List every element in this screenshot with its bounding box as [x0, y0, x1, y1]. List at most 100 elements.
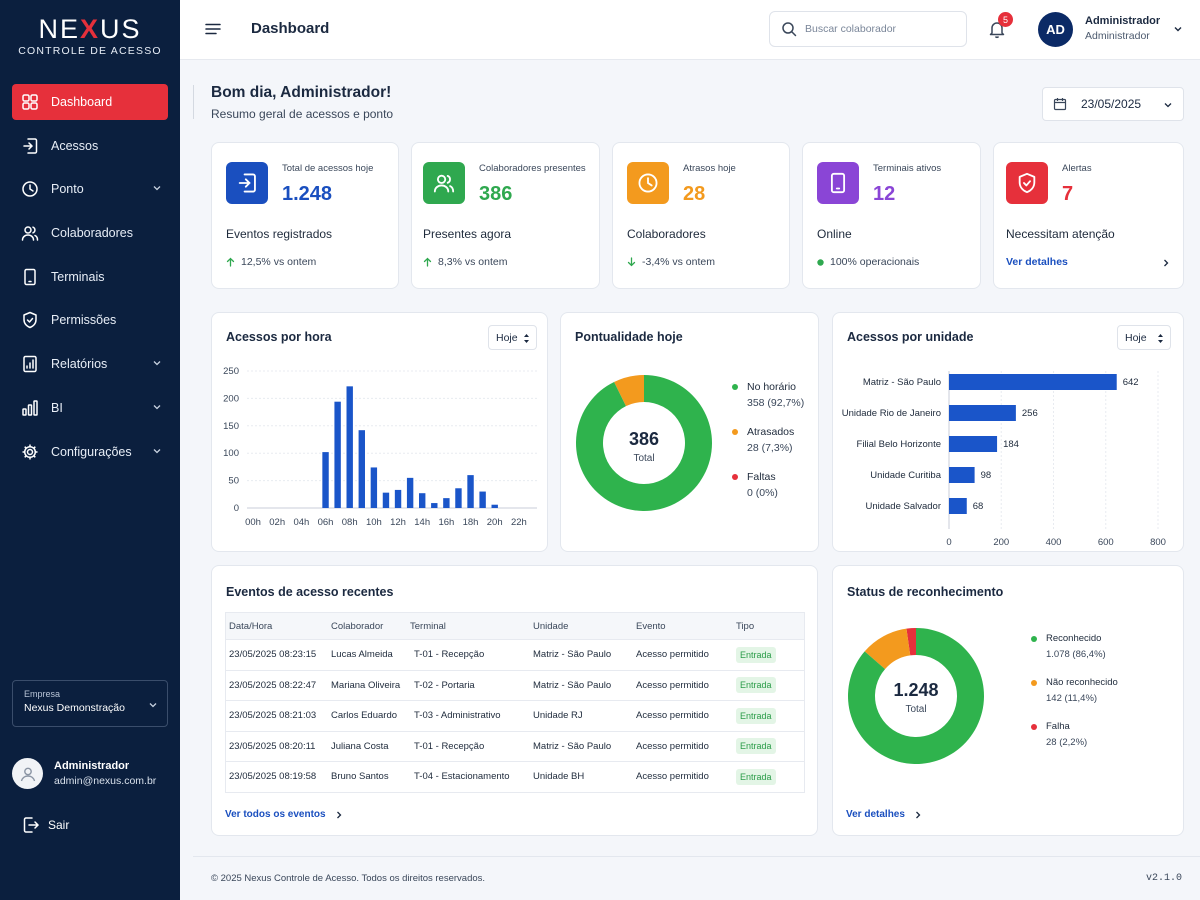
sidebar-item-relatorios[interactable]: Relatórios [12, 346, 168, 382]
column-header: Evento [636, 620, 666, 632]
cell-datetime: 23/05/2025 08:22:47 [229, 679, 317, 691]
legend-item: Faltas 0 (0%) [732, 470, 778, 500]
avatar[interactable]: AD [1038, 12, 1073, 47]
legend-dot [732, 429, 738, 435]
chevron-right-icon[interactable] [1161, 258, 1171, 268]
bar [406, 477, 414, 508]
sidebar-item-terminais[interactable]: Terminais [12, 259, 168, 295]
x-tick-label: 22h [511, 517, 527, 528]
status-badge: Entrada [736, 738, 776, 755]
cell-unit: Matriz - São Paulo [533, 740, 612, 752]
cell-terminal: T-04 - Estacionamento [414, 771, 510, 783]
sidebar-item-dashboard[interactable]: Dashboard [12, 84, 168, 120]
legend-dot [732, 474, 738, 480]
kpi-value: 7 [1062, 183, 1074, 205]
legend-value: 1.078 (86,4%) [1046, 649, 1106, 660]
sidebar-item-label: Terminais [51, 269, 105, 284]
chevron-down-icon [153, 361, 161, 366]
card-title: Pontualidade hoje [575, 330, 683, 344]
sidebar-item-label: Relatórios [51, 357, 108, 372]
x-tick-label: 0 [946, 537, 951, 548]
calendar-icon [1053, 98, 1067, 111]
cell-unit: Unidade RJ [533, 710, 583, 722]
y-tick-label: 0 [234, 503, 239, 514]
sidebar-item-colaboradores[interactable]: Colaboradores [12, 215, 168, 251]
card-eventos-recentes: Eventos de acesso recentes Data/Hora Col… [211, 565, 818, 836]
table-row[interactable]: 23/05/2025 08:23:15 Lucas Almeida T-01 -… [225, 640, 805, 671]
legend-dot [1031, 636, 1037, 642]
table-row[interactable]: 23/05/2025 08:19:58 Bruno Santos T-04 - … [225, 762, 805, 793]
bar [370, 467, 378, 508]
legend-dot [1031, 680, 1037, 686]
bar [949, 436, 998, 452]
ver-detalhes-link[interactable]: Ver detalhes [1006, 256, 1068, 268]
x-tick-label: 600 [1098, 537, 1114, 548]
chevron-down-icon[interactable] [1173, 24, 1183, 34]
kpi-trend: 100% operacionais [817, 256, 919, 268]
status-badge: Entrada [736, 768, 776, 785]
sidebar-item-label: Ponto [51, 182, 84, 197]
sidebar-item-bi[interactable]: BI [12, 390, 168, 426]
logout-label: Sair [48, 818, 70, 832]
chevron-down-icon [153, 448, 161, 453]
donut-center-label: Total [905, 704, 927, 715]
y-tick-label: 250 [223, 366, 239, 377]
top-header: Dashboard 5 AD Administrador Administrad… [180, 0, 1200, 60]
sidebar-item-permissoes[interactable]: Permissões [12, 302, 168, 338]
legend-dot [732, 384, 738, 390]
select-arrows-icon [524, 334, 529, 343]
x-tick-label: 16h [438, 517, 454, 528]
kpi-label: Total de acessos hoje [282, 163, 374, 174]
sidebar-item-label: BI [51, 400, 63, 415]
logout-button[interactable]: Sair [22, 816, 69, 834]
sidebar-item-label: Permissões [51, 313, 117, 328]
sidebar-user[interactable]: Administrador admin@nexus.com.br [12, 758, 156, 789]
clock-icon [21, 180, 39, 198]
table-row[interactable]: 23/05/2025 08:21:03 Carlos Eduardo T-03 … [225, 701, 805, 732]
search-box[interactable] [769, 11, 967, 47]
bar [949, 405, 1016, 421]
tablet-icon [21, 268, 39, 286]
clock-icon [638, 173, 658, 193]
cell-event: Acesso permitido [636, 771, 709, 783]
company-select[interactable]: Empresa Nexus Demonstração [12, 680, 168, 727]
card-acessos-por-hora: Acessos por hora Hoje 0 50 100 150 200 250 00h… [211, 312, 548, 552]
legend-value: 358 (92,7%) [747, 397, 805, 409]
legend-item: Falha 28 (2,2%) [1031, 720, 1087, 750]
header-user[interactable]: Administrador Administrador [1085, 15, 1160, 42]
events-table: Data/Hora Colaborador Terminal Unidade E… [225, 612, 805, 793]
search-input[interactable] [805, 23, 955, 35]
cell-terminal: T-03 - Administrativo [414, 710, 501, 722]
chevron-down-icon [1164, 103, 1172, 108]
date-picker[interactable]: 23/05/2025 [1042, 87, 1184, 121]
table-row[interactable]: 23/05/2025 08:20:11 Juliana Costa T-01 -… [225, 731, 805, 762]
cell-unit: Unidade BH [533, 771, 585, 783]
chevron-right-icon [915, 811, 921, 818]
column-header: Terminal [410, 620, 446, 632]
company-value: Nexus Demonstração [24, 702, 125, 714]
legend-item: Atrasados 28 (7,3%) [732, 425, 794, 455]
bar [949, 467, 975, 483]
period-select[interactable]: Hoje [488, 325, 537, 350]
sidebar-item-configuracoes[interactable]: Configurações [12, 434, 168, 470]
kpi-icon-box [627, 162, 669, 204]
ver-detalhes-link[interactable]: Ver detalhes [846, 809, 923, 820]
status-badge: Entrada [736, 677, 776, 694]
table-row[interactable]: 23/05/2025 08:22:47 Mariana Oliveira T-0… [225, 670, 805, 701]
donut-center-value: 386 [628, 429, 660, 449]
brand-tagline: CONTROLE DE ACESSO [18, 45, 162, 57]
kpi-link-text: Ver detalhes [1006, 256, 1068, 268]
ver-todos-eventos-link[interactable]: Ver todos os eventos [225, 809, 344, 820]
greeting-subtitle: Resumo geral de acessos e ponto [211, 107, 394, 121]
data-label: 68 [973, 501, 984, 512]
sidebar-item-ponto[interactable]: Ponto [12, 171, 168, 207]
logout-icon [23, 817, 40, 833]
sidebar-item-acessos[interactable]: Acessos [12, 128, 168, 164]
period-select[interactable]: Hoje [1117, 325, 1171, 350]
y-tick-label: 50 [228, 476, 239, 487]
hamburger-menu-icon[interactable] [204, 20, 222, 38]
chevron-right-icon [336, 811, 342, 818]
hourly-bar-chart: 0 50 100 150 200 250 00h 02h 04h 06h 08h 10h 12h 14h 1… [223, 366, 537, 528]
cell-collaborator: Mariana Oliveira [331, 679, 401, 691]
kpi-label: Atrasos hoje [683, 163, 736, 174]
